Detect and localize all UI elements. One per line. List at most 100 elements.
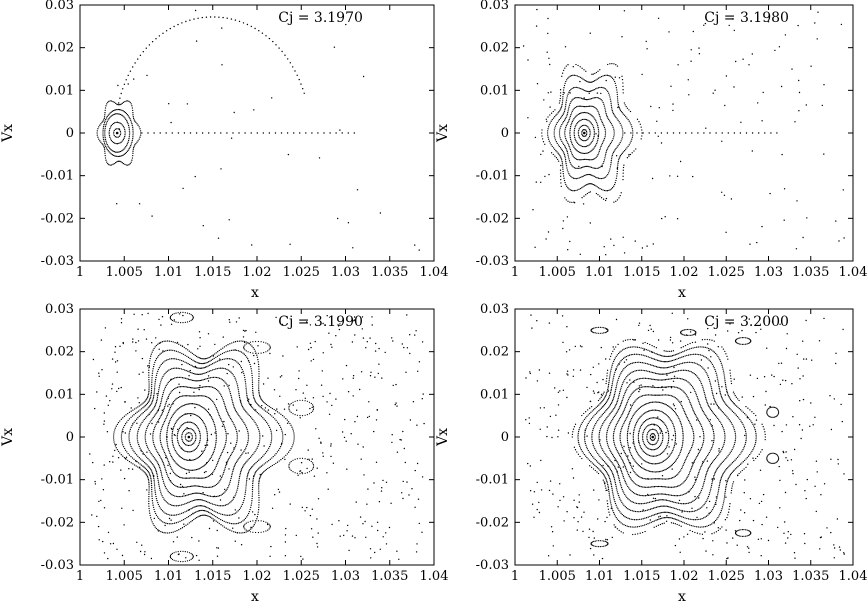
orbit-point [152,464,154,466]
orbit-point [148,376,150,379]
orbit-point [234,349,236,351]
orbit-point [233,531,235,533]
orbit-point [198,429,200,431]
orbit-point [208,356,210,359]
orbit-point [222,423,225,426]
orbit-point [209,360,211,362]
orbit-point [190,395,192,397]
orbit-point [275,44,277,46]
orbit-point [665,468,667,470]
orbit-point [108,117,110,120]
orbit-point [223,471,225,474]
orbit-point [568,106,570,108]
orbit-point [121,102,123,104]
orbit-point [292,413,294,415]
orbit-point [641,423,643,425]
orbit-point [155,376,157,379]
orbit-point [215,376,218,379]
orbit-point [147,477,149,479]
orbit-point [578,105,580,107]
orbit-point [257,426,259,429]
orbit-point [107,145,109,147]
orbit-point [158,367,160,369]
orbit-point [277,423,280,425]
orbit-point [260,415,263,417]
orbit-point [220,513,222,515]
orbit-point [597,87,600,89]
orbit-point [185,444,187,446]
orbit-point [198,362,201,364]
orbit-point [612,151,615,154]
orbit-point [118,135,121,137]
orbit-point [258,488,260,490]
orbit-point [671,464,673,466]
orbit-point [653,478,655,480]
orbit-point [692,441,694,444]
orbit-point [252,391,254,393]
orbit-point [369,375,372,377]
orbit-point [184,517,186,520]
orbit-point [160,493,162,495]
orbit-point [578,159,580,161]
orbit-point [547,92,549,94]
orbit-point [148,495,150,498]
orbit-point [633,430,635,432]
orbit-point [171,432,173,435]
orbit-point [267,343,269,345]
orbit-point [416,543,418,545]
orbit-point [206,441,208,443]
orbit-point [301,473,304,475]
orbit-point [240,340,242,342]
orbit-point [250,467,252,470]
orbit-point [244,132,246,134]
orbit-point [284,534,287,536]
orbit-point [242,329,245,332]
orbit-point [345,364,348,367]
orbit-point [130,445,132,448]
orbit-point [173,25,175,28]
orbit-point [162,393,164,396]
orbit-point [309,514,312,517]
orbit-point [677,64,679,66]
y-tick-label: 0.02 [45,345,74,360]
orbit-point [148,383,150,385]
orbit-point [567,77,569,79]
orbit-point [659,394,661,396]
orbit-point [166,370,169,372]
orbit-point [233,341,235,343]
orbit-point [632,469,634,471]
orbit-point [89,453,91,455]
orbit-point [585,165,588,168]
orbit-point [656,478,658,480]
orbit-point [157,462,159,464]
orbit-point [661,461,663,463]
orbit-point [637,408,639,410]
orbit-point [144,435,146,437]
orbit-point [133,451,135,453]
orbit-point [607,117,609,119]
orbit-point [250,528,252,530]
orbit-point [118,155,121,157]
orbit-point [104,120,106,122]
orbit-point [597,177,600,179]
orbit-point [220,454,222,457]
orbit-point [715,132,717,134]
orbit-point [618,159,620,161]
orbit-point [214,432,216,434]
orbit-point [258,366,260,368]
orbit-point [596,92,599,94]
orbit-point [184,361,186,363]
orbit-point [650,105,652,108]
orbit-point [310,469,312,472]
orbit-point [114,128,117,130]
orbit-point [669,477,671,480]
orbit-point [566,141,568,143]
orbit-point [564,181,566,184]
orbit-point [406,314,408,316]
orbit-point [566,123,568,125]
orbit-point [606,74,609,76]
orbit-point [202,477,204,479]
orbit-point [180,504,183,506]
orbit-point [119,345,121,347]
orbit-point [601,165,603,168]
